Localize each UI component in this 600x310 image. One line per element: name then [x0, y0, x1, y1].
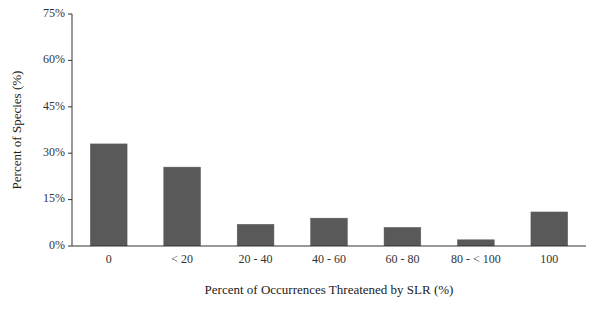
y-tick-label: 45%: [43, 99, 65, 113]
x-tick-label: 60 - 80: [385, 252, 419, 266]
x-tick-label: 20 - 40: [239, 252, 273, 266]
y-tick-label: 15%: [43, 191, 65, 205]
bar: [311, 218, 348, 246]
x-axis-label: Percent of Occurrences Threatened by SLR…: [205, 282, 454, 297]
y-tick-label: 0%: [49, 238, 65, 252]
y-tick-label: 30%: [43, 145, 65, 159]
chart-svg: 0% 15% 30% 45% 60% 75% 0 < 20 20 - 40 40 - 60 60 -…: [0, 0, 600, 310]
bar: [458, 240, 495, 246]
x-tick-label: 0: [106, 252, 112, 266]
x-tick-label: < 20: [171, 252, 193, 266]
bar: [384, 227, 421, 246]
y-tick: [68, 199, 72, 200]
y-axis-line: [72, 14, 73, 246]
bar: [531, 212, 568, 246]
bar: [90, 144, 127, 246]
y-tick-label: 60%: [43, 52, 65, 66]
y-tick: [68, 106, 72, 107]
y-tick: [68, 246, 72, 247]
bar: [164, 167, 201, 246]
y-tick: [68, 60, 72, 61]
x-tick-label: 80 - < 100: [451, 252, 501, 266]
y-tick-label: 75%: [43, 6, 65, 20]
x-tick-label: 40 - 60: [312, 252, 346, 266]
axes: 0% 15% 30% 45% 60% 75% 0 < 20 20 - 40 40 - 60 60 -…: [43, 6, 586, 266]
y-tick: [68, 153, 72, 154]
bars: [90, 144, 567, 246]
x-axis-line: [72, 246, 586, 247]
y-axis-label: Percent of Species (%): [9, 71, 24, 190]
bar: [237, 224, 274, 246]
y-tick: [68, 14, 72, 15]
chart-container: 0% 15% 30% 45% 60% 75% 0 < 20 20 - 40 40 - 60 60 -…: [0, 0, 600, 310]
x-tick-label: 100: [540, 252, 558, 266]
